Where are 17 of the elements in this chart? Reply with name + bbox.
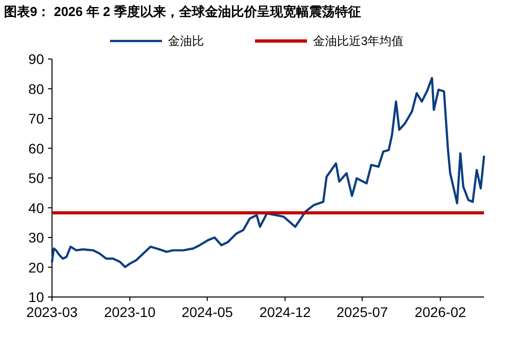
y-tick-label: 90 [28,51,44,67]
x-tick-label: 2026-02 [414,304,466,320]
x-tick-label: 2023-10 [104,304,156,320]
y-tick-label: 70 [28,110,44,126]
x-tick-label: 2024-12 [259,304,311,320]
y-tick-label: 10 [28,289,44,305]
line-series [50,76,486,268]
y-tick-label: 20 [28,259,44,276]
x-tick-label: 2025-07 [336,304,388,320]
x-tick-label: 2024-05 [182,304,234,320]
y-tick-label: 30 [28,230,44,246]
x-tick-label: 2023-03 [26,304,78,320]
y-tick-label: 40 [28,200,44,216]
y-tick-label: 60 [28,140,44,156]
y-tick-label: 80 [28,80,44,97]
title: 图表9： 2026 年 2 季度以来，全球金油比价呈现宽幅震荡特征 [4,4,361,19]
y-tick-label: 50 [28,170,44,186]
